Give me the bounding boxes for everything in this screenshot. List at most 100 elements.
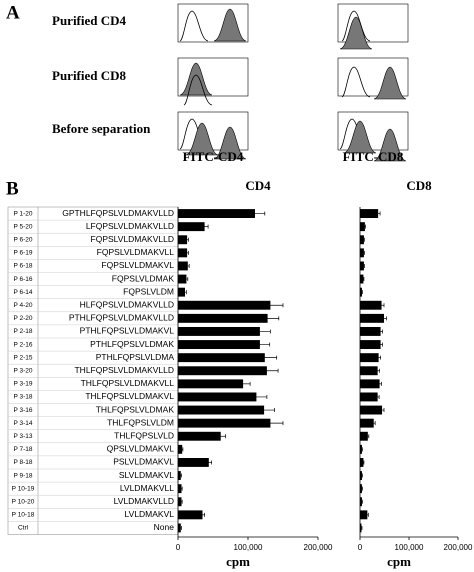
row-id: P 10-20 [12, 498, 35, 505]
bar [360, 235, 364, 245]
x-tick-label: 100,000 [395, 543, 424, 552]
bar [360, 209, 379, 219]
bar [178, 471, 181, 481]
bar [360, 418, 374, 428]
bar [360, 326, 381, 336]
row-id: P 5-20 [13, 223, 32, 230]
bar [178, 523, 181, 533]
bar [178, 431, 221, 441]
row-label: PTHLFQPSLVLDMA [96, 352, 175, 362]
bar [178, 392, 257, 402]
row-label: THLFQPSLVLDM [107, 417, 174, 427]
bar [360, 523, 362, 533]
panel-label: A [6, 2, 20, 23]
row-id: P 10-19 [12, 485, 35, 492]
row-label: THLFQPSLVLDMAKVL [85, 391, 174, 401]
row-label: PTHLFQPSLVLDMAKVLLD [69, 313, 174, 323]
bar [178, 510, 203, 520]
row-id: P 6-14 [13, 289, 32, 296]
row-label: QPSLVLDMAKVL [107, 444, 175, 454]
bar [178, 222, 205, 232]
row-id: P 2-16 [13, 341, 32, 348]
bar [178, 366, 267, 376]
row-id: P 3-18 [13, 394, 32, 401]
row-id: P 1-20 [13, 210, 32, 217]
bar [178, 313, 268, 323]
bar [360, 392, 378, 402]
x-axis-label: cpm [387, 554, 411, 569]
row-id: P 3-16 [13, 407, 32, 414]
chart-title: CD8 [406, 178, 432, 193]
bar [178, 484, 182, 494]
row-label: Purified CD4 [52, 13, 127, 28]
row-label: None [154, 522, 175, 532]
bar [178, 287, 185, 297]
bar [360, 497, 362, 507]
bar [178, 300, 271, 310]
bar [360, 510, 368, 520]
row-label: PTHLFQPSLVLDMAKVL [80, 326, 175, 336]
x-tick-label: 200,000 [444, 543, 473, 552]
row-label: HLFQPSLVLDMAKVLLD [80, 300, 174, 310]
row-id: P 2-15 [13, 354, 32, 361]
axis-label: FITC-CD8 [343, 149, 404, 164]
row-label: PSLVLDMAKVL [113, 457, 174, 467]
row-id: P 3-14 [13, 420, 32, 427]
row-id: P 6-16 [13, 276, 32, 283]
row-id: P 9-18 [13, 472, 32, 479]
row-label: FQPSLVLDMAKVLLD [91, 234, 174, 244]
row-label: THLFQPSLVLDMAKVLL [81, 378, 175, 388]
bar [360, 457, 364, 467]
row-id: P 4-20 [13, 302, 32, 309]
bar [360, 261, 364, 271]
row-id: P 10-18 [12, 512, 35, 519]
bar [178, 379, 244, 389]
bar [360, 353, 379, 363]
bar [178, 209, 255, 219]
bar [360, 379, 380, 389]
histograms [177, 3, 409, 162]
bar [178, 444, 183, 454]
bar [178, 353, 265, 363]
row-id: P 3-13 [13, 433, 32, 440]
row-label: Before separation [52, 121, 151, 136]
bar [360, 300, 382, 310]
bar [360, 405, 383, 415]
bar [360, 484, 362, 494]
row-label: LVLDMAKVL [125, 509, 175, 519]
row-label: FQPSLVLDM [123, 286, 174, 296]
row-label: FQPSLVLDMAK [112, 273, 175, 283]
row-label: GPTHLFQPSLVLDMAKVLLD [62, 208, 174, 218]
bar [178, 248, 188, 258]
row-label: THLFQPSLVLDMAKVLLD [74, 365, 174, 375]
row-label: LVLDMAKVLLD [114, 496, 174, 506]
bar [178, 457, 209, 467]
row-id: P 6-19 [13, 250, 32, 257]
row-label: FQPSLVLDMAKVLL [97, 247, 175, 257]
x-tick-label: 200,000 [304, 543, 333, 552]
row-id: P 6-18 [13, 263, 32, 270]
row-id: P 2-18 [13, 328, 32, 335]
x-tick-label: 100,000 [234, 543, 263, 552]
bar [178, 340, 260, 350]
bar [178, 497, 182, 507]
chart-title: CD4 [245, 178, 271, 193]
bar [360, 248, 364, 258]
bar [360, 274, 364, 284]
row-id: P 8-18 [13, 459, 32, 466]
bar [178, 326, 260, 336]
bar [360, 431, 368, 441]
row-label: PTHLFQPSLVLDMAK [90, 339, 174, 349]
row-label: THLFQPSLVLDMAK [96, 404, 175, 414]
row-id: P 3-19 [13, 381, 32, 388]
bar [360, 471, 362, 481]
row-id: P 7-18 [13, 446, 32, 453]
bar [178, 274, 187, 284]
bar [178, 261, 188, 271]
bar [178, 405, 265, 415]
bar [360, 222, 365, 232]
axis-label: FITC-CD4 [183, 149, 244, 164]
row-id: P 3-20 [13, 367, 32, 374]
bar [178, 235, 188, 245]
